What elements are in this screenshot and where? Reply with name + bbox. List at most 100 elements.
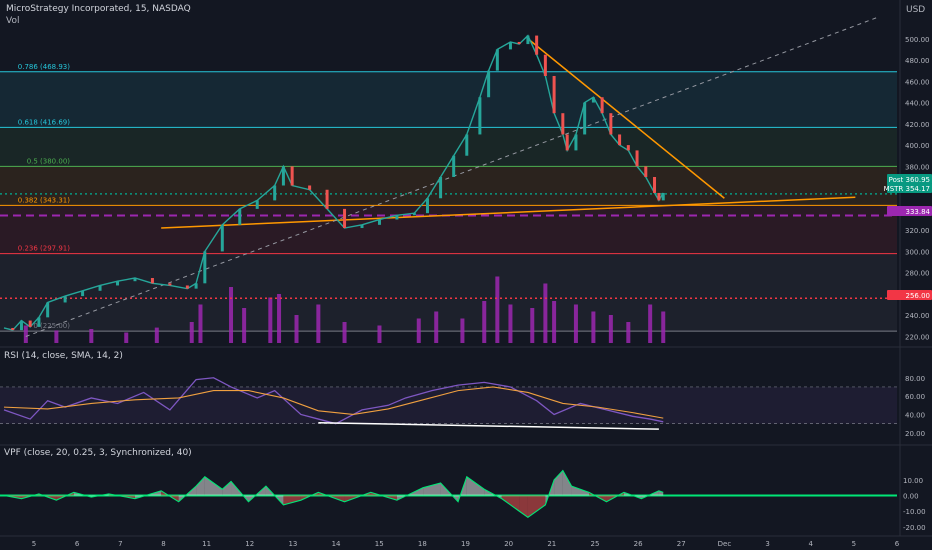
symbol-title[interactable]: MicroStrategy Incorporated, 15, NASDAQ	[6, 4, 191, 14]
volume-bar	[229, 287, 234, 343]
price-candle	[28, 320, 32, 327]
volume-bars	[23, 276, 666, 343]
price-candle	[281, 166, 285, 186]
price-candle	[425, 198, 429, 214]
price-candle	[552, 75, 556, 114]
price-candle	[535, 35, 539, 55]
price-candle	[609, 113, 613, 135]
fib-zone	[0, 127, 897, 167]
volume-bar	[316, 304, 321, 343]
price-candle	[618, 134, 622, 146]
x-tick-label: 11	[202, 540, 211, 548]
vpf-area	[466, 476, 485, 496]
vpf-area	[196, 476, 205, 496]
fib-retracement[interactable]: 0.786 (468.93) 0.618 (416.69) 0.5 (380.00)…	[0, 63, 897, 332]
x-tick-label: 5	[852, 540, 856, 548]
grid	[0, 0, 932, 537]
fib-level-label: 0.5 (380.00)	[27, 157, 71, 165]
price-candle	[19, 320, 23, 331]
price-candle	[290, 166, 294, 186]
currency-label[interactable]: USD	[906, 5, 926, 15]
price-series	[3, 34, 665, 331]
price-candle	[600, 97, 604, 114]
price-candle	[255, 200, 259, 209]
price-badge-text: 333.84	[906, 208, 931, 216]
fib-zone	[0, 71, 897, 128]
volume-bar	[242, 308, 247, 343]
price-badge	[887, 206, 932, 216]
price-candle	[452, 155, 456, 177]
vpf-area	[222, 481, 232, 496]
y-tick-label: 500.00	[905, 36, 930, 44]
rsi-label[interactable]: RSI (14, close, SMA, 14, 2)	[4, 351, 123, 361]
rsi-divergence-line	[318, 421, 659, 430]
x-tick-label: 6	[75, 540, 80, 548]
x-tick-label: Dec	[718, 540, 732, 548]
volume-bar	[626, 322, 631, 343]
price-badge-text: MSTR 354.17	[884, 185, 930, 193]
x-tick-label: 20	[504, 540, 513, 548]
price-candle	[37, 317, 41, 327]
price-badge	[887, 290, 932, 300]
vpf-label[interactable]: VPF (close, 20, 0.25, 3, Synchronized, 4…	[4, 448, 192, 458]
price-candle	[465, 134, 469, 156]
price-candle	[203, 251, 207, 284]
price-candle	[508, 41, 512, 50]
volume-bar	[189, 322, 194, 343]
vpf-area	[519, 495, 528, 518]
fib-zone	[0, 166, 897, 206]
price-candle	[150, 278, 154, 284]
price-candle	[360, 224, 364, 229]
vpf-area	[204, 476, 223, 496]
x-tick-label: 14	[332, 540, 341, 548]
price-candle	[116, 281, 120, 286]
fib-level-label: 0.786 (468.93)	[18, 63, 70, 71]
x-tick-label: 3	[765, 540, 769, 548]
volume-bar	[460, 318, 465, 343]
y-tick-label: 380.00	[905, 163, 930, 171]
rsi-tick-label: 40.00	[905, 411, 925, 419]
x-tick-label: 19	[461, 540, 470, 548]
trendline-resistance	[527, 38, 725, 199]
vpf-pane	[0, 469, 897, 519]
x-tick-label: 13	[288, 540, 297, 548]
volume-bar	[416, 318, 421, 343]
price-candle	[635, 150, 639, 167]
volume-bar	[648, 304, 653, 343]
x-tick-label: 21	[547, 540, 556, 548]
price-candle	[591, 97, 595, 103]
volume-bar	[23, 325, 28, 343]
volume-bar	[198, 304, 203, 343]
vpf-area	[501, 495, 520, 512]
y-tick-label: 460.00	[905, 78, 930, 86]
y-tick-label: 440.00	[905, 100, 930, 108]
price-candle	[626, 145, 630, 151]
volume-bar	[277, 294, 282, 343]
price-candle	[657, 192, 661, 201]
x-tick-label: 7	[118, 540, 122, 548]
vpf-area	[571, 486, 590, 496]
price-candle	[543, 54, 547, 76]
vpf-tick-label: -10.00	[903, 508, 926, 516]
volume-bar	[591, 311, 596, 343]
rsi-tick-label: 80.00	[905, 375, 925, 383]
x-tick-label: 18	[418, 540, 427, 548]
price-candle	[133, 278, 137, 282]
rsi-sma-line	[3, 386, 664, 419]
price-candle	[98, 285, 102, 291]
fib-zone	[0, 253, 897, 332]
volume-bar	[530, 308, 535, 343]
x-tick-label: 27	[677, 540, 686, 548]
price-candle	[487, 70, 491, 98]
vpf-line	[3, 469, 664, 519]
price-badge	[887, 174, 932, 184]
volume-bar	[543, 283, 548, 343]
volume-bar	[608, 315, 613, 343]
price-candle	[220, 224, 224, 252]
y-tick-label: 480.00	[905, 57, 930, 65]
y-tick-label: 220.00	[905, 333, 930, 341]
price-candle	[495, 49, 499, 71]
trendlines[interactable]	[25, 17, 878, 337]
